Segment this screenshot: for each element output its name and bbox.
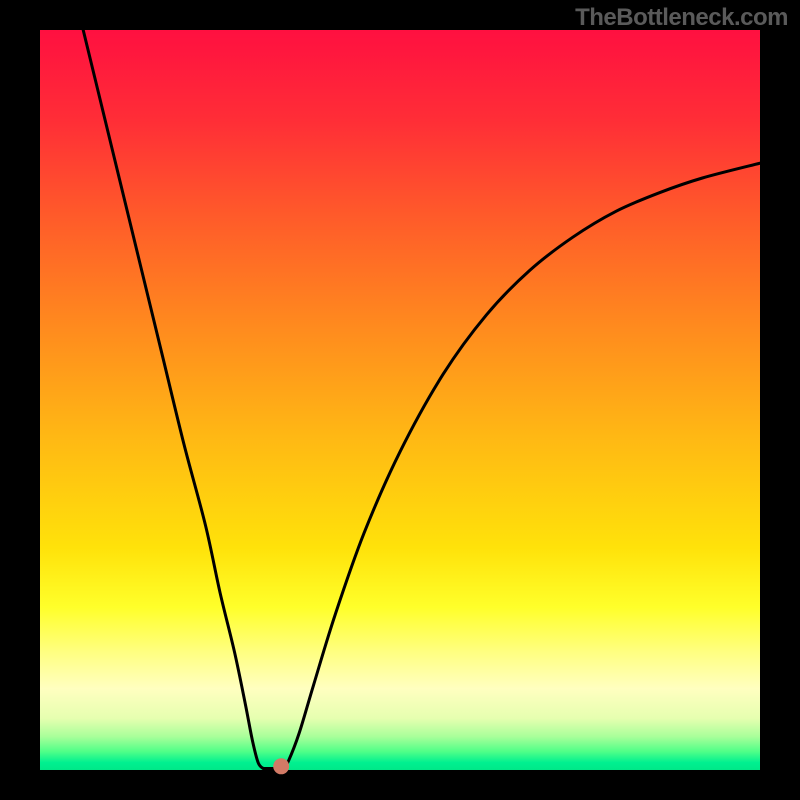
watermark-text: TheBottleneck.com: [575, 4, 788, 32]
chart-container: TheBottleneck.com: [0, 0, 800, 800]
optimal-point-marker: [273, 758, 289, 774]
bottleneck-chart: [0, 0, 800, 800]
plot-area: [40, 30, 760, 770]
